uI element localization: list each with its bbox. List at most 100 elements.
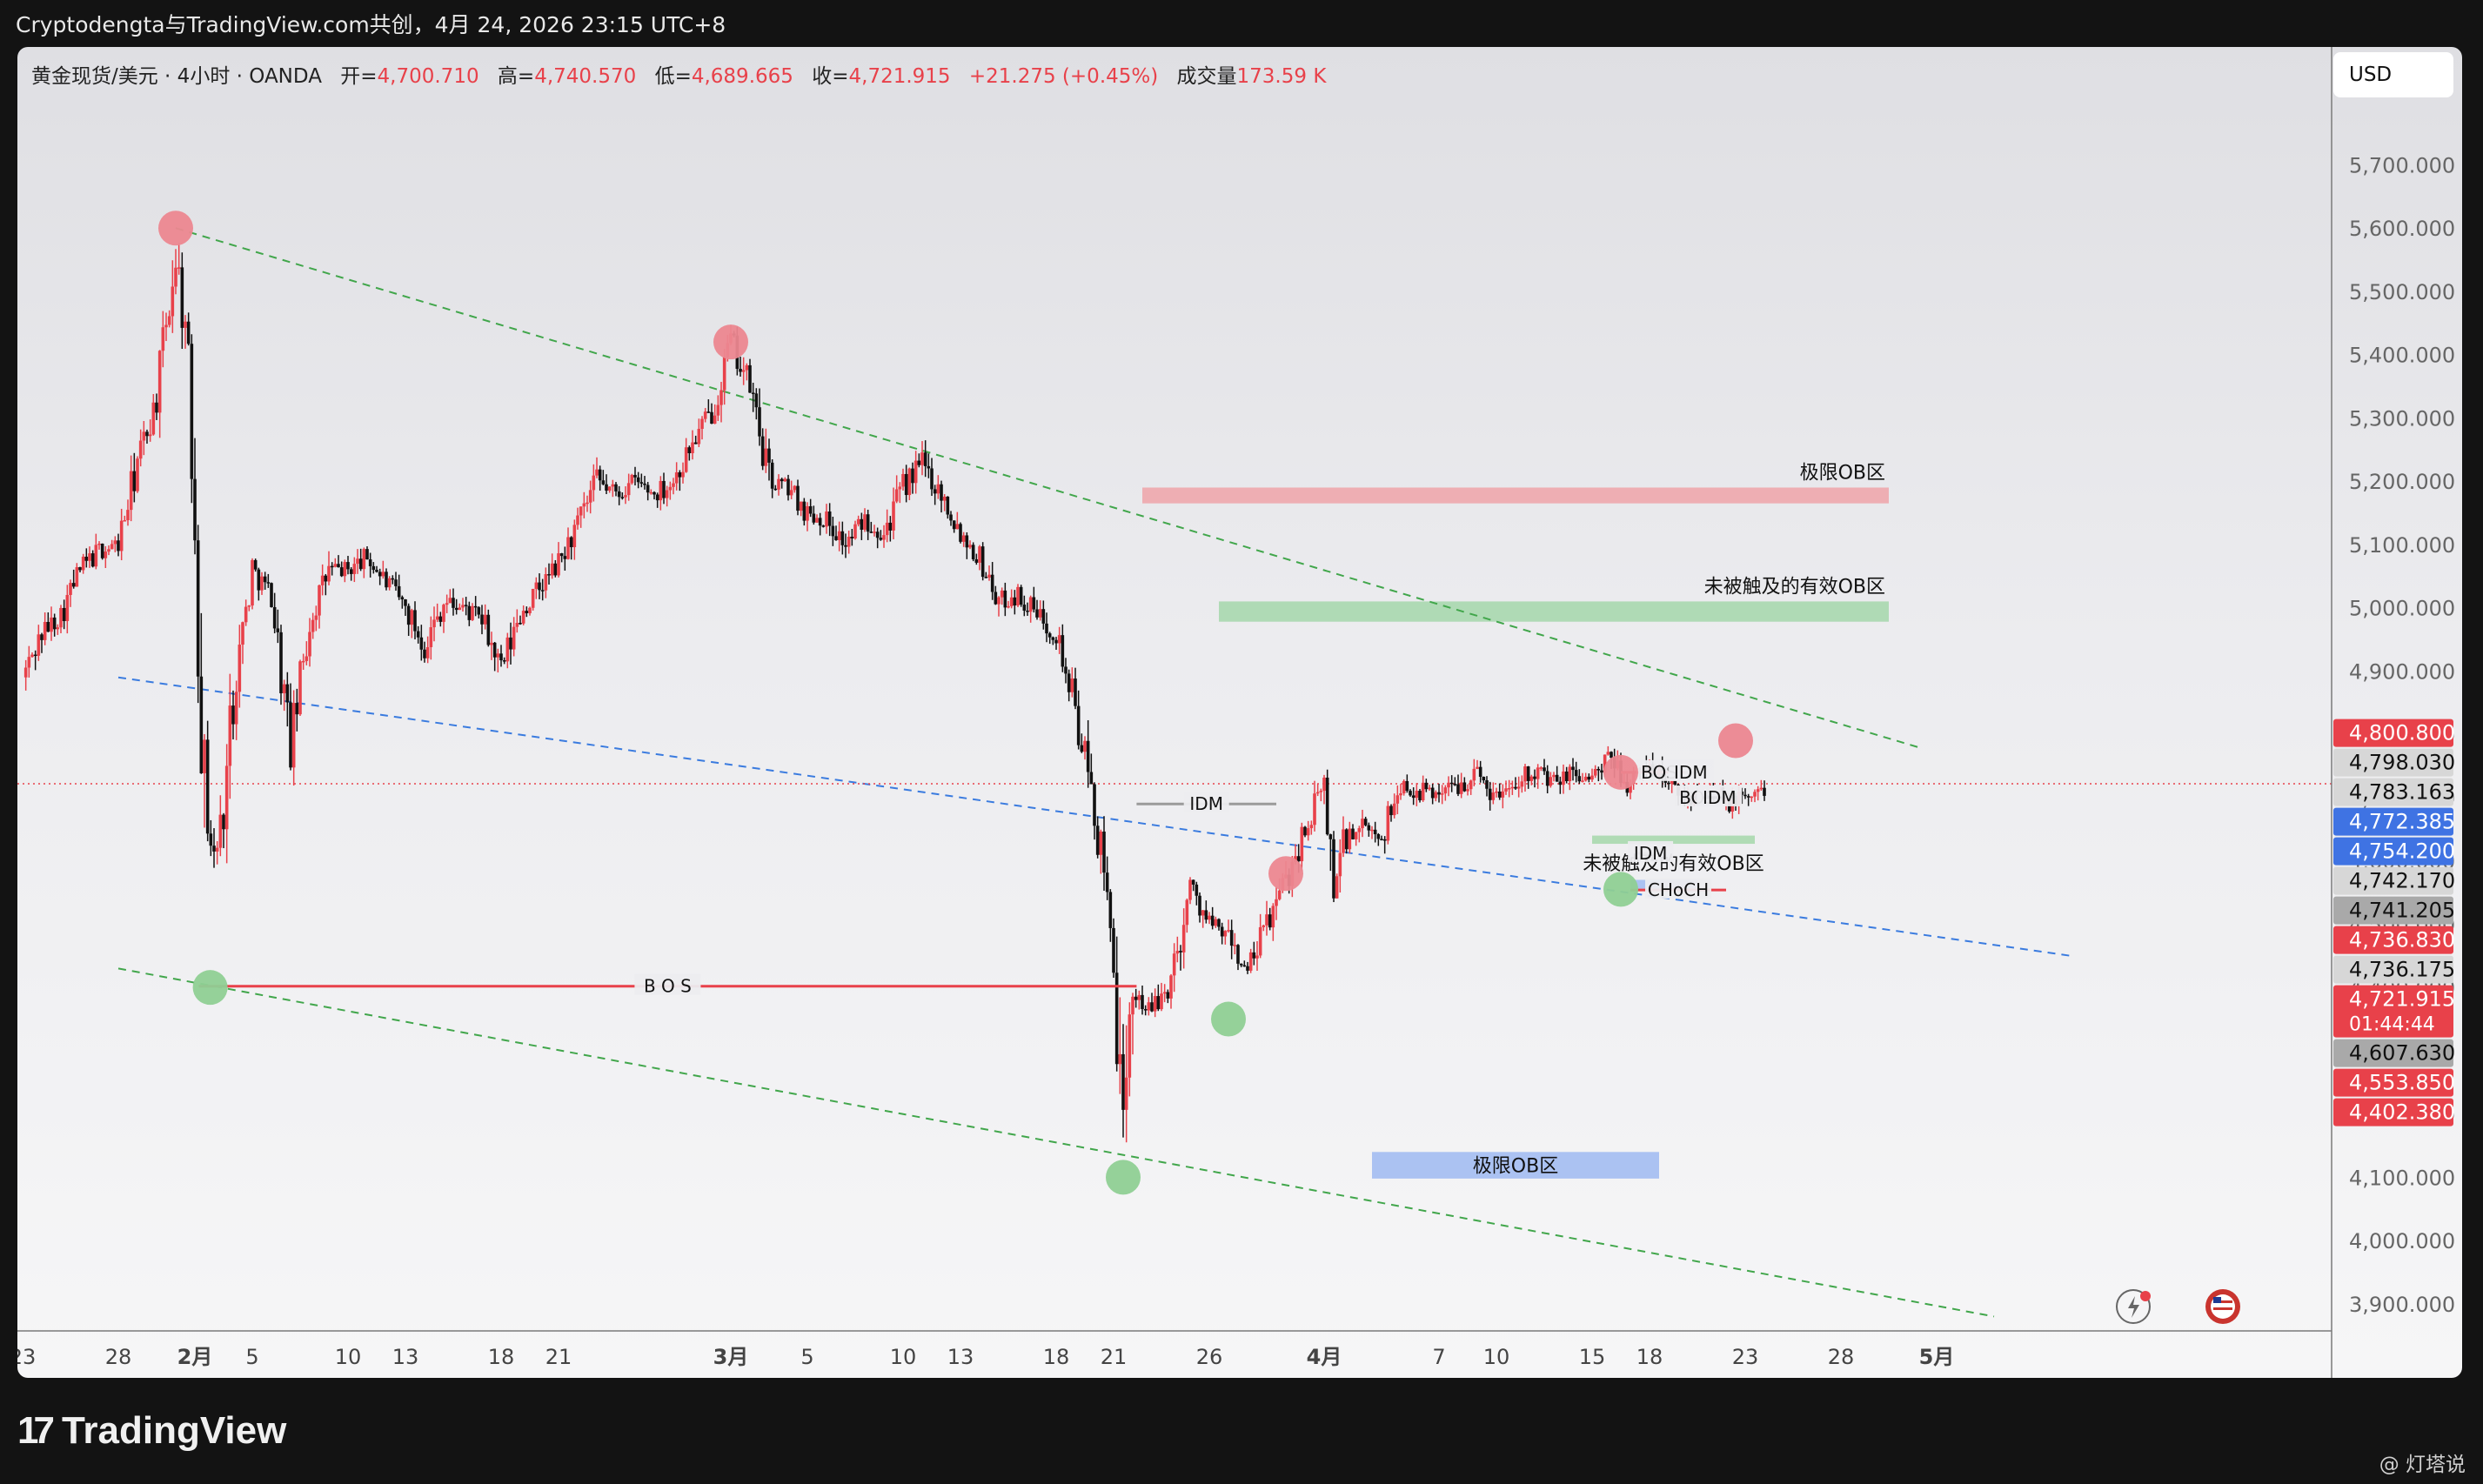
time-tick-label: 15: [1579, 1345, 1606, 1369]
price-badge: [2333, 748, 2453, 777]
candle-body: [901, 473, 905, 487]
candle-body: [946, 496, 950, 515]
candle-body: [572, 525, 577, 548]
candle-body: [834, 536, 838, 540]
candle-body: [126, 510, 130, 521]
candle-body: [56, 627, 60, 630]
candle-body: [1549, 777, 1553, 786]
candle-body: [1562, 771, 1565, 785]
candle-body: [486, 614, 491, 645]
candle-body: [1516, 786, 1521, 789]
candle-body: [289, 702, 292, 768]
candle-body: [193, 478, 197, 541]
candle-body: [1169, 975, 1173, 999]
candle-body: [285, 684, 290, 703]
candle-body: [942, 496, 947, 501]
candle-body: [429, 627, 433, 647]
candle-body: [1083, 740, 1087, 752]
candle-body: [550, 563, 554, 576]
lightning-bolt-icon: [2128, 1296, 2139, 1318]
structure-label-bg: [1645, 878, 1711, 899]
candle-body: [1236, 945, 1240, 964]
lightning-icon: [2116, 1289, 2151, 1324]
time-tick-label: 5月: [1919, 1345, 1955, 1369]
candle-body: [151, 402, 156, 435]
price-tick-label: 4,000.000: [2349, 1229, 2455, 1253]
time-tick-label: 23: [1732, 1345, 1759, 1369]
candle-body: [576, 515, 579, 525]
price-tick-label: 4,900.000: [2349, 659, 2455, 684]
swing-low-marker: [192, 970, 228, 1006]
candle-body: [1076, 705, 1081, 745]
candle-body: [1488, 788, 1492, 800]
candle-body: [678, 471, 682, 478]
candle-body: [100, 543, 104, 558]
time-tick-label: 3月: [713, 1345, 749, 1369]
candle-body: [1223, 931, 1228, 937]
candle-body: [1603, 754, 1607, 773]
candle-body: [605, 484, 608, 491]
candle-body: [1118, 1053, 1122, 1065]
candle-body: [129, 471, 133, 511]
currency-button[interactable]: USD: [2333, 52, 2453, 97]
candle-body: [244, 606, 248, 623]
candle-body: [802, 501, 806, 521]
candle-body: [799, 501, 803, 511]
price-badge: [2333, 837, 2453, 866]
candle-body: [1357, 828, 1362, 832]
price-badge: [2333, 1039, 2453, 1067]
candle-body: [404, 599, 407, 606]
candle-body: [586, 502, 589, 505]
structure-label: IDM: [1703, 787, 1737, 808]
candle-body: [643, 483, 646, 485]
candle-body: [381, 572, 385, 577]
candle-body: [502, 660, 506, 662]
candle-body: [1629, 784, 1632, 793]
tradingview-logo[interactable]: 17 TradingView: [17, 1409, 286, 1453]
candle-body: [1061, 635, 1065, 667]
candle-body: [614, 484, 618, 491]
volume-value: 173.59 K: [1236, 65, 1327, 88]
candle-body: [145, 431, 149, 437]
candle-body: [423, 649, 426, 658]
time-tick-label: 21: [545, 1345, 572, 1369]
high-value: 4,740.570: [534, 65, 637, 88]
candle-body: [1147, 1002, 1151, 1011]
zone-label: 极限OB区: [1473, 1156, 1558, 1178]
candle-body: [224, 765, 229, 830]
candle-body: [400, 597, 405, 600]
candle-body: [519, 623, 522, 625]
price-tick-label: 5,500.000: [2349, 280, 2455, 304]
candle-body: [438, 616, 443, 622]
candle-body: [190, 344, 194, 479]
candle-body: [672, 483, 675, 487]
price-badge-label: 4,800.800: [2349, 721, 2455, 745]
candle-body: [119, 520, 124, 551]
candle-body: [1233, 945, 1237, 946]
candle-body: [1600, 770, 1603, 773]
footer-bar: 17 TradingView @ 灯塔说: [0, 1378, 2483, 1484]
candle-body: [171, 286, 175, 317]
price-badge-label: 4,772.385: [2349, 810, 2455, 834]
candle-body: [1367, 825, 1371, 831]
candle-body: [1354, 832, 1358, 839]
candle-body: [582, 503, 586, 507]
candle-body: [1201, 910, 1205, 916]
candle-body: [521, 611, 525, 624]
candle-body: [1555, 774, 1559, 782]
candle-body: [892, 501, 895, 531]
price-badge-label: 4,402.380: [2349, 1100, 2455, 1125]
candle-body: [894, 489, 899, 502]
candle-body: [1361, 819, 1364, 829]
candle-body: [33, 654, 37, 657]
candle-body: [1462, 782, 1467, 792]
candle-body: [1325, 777, 1329, 835]
candle-body: [624, 495, 627, 498]
candle-body: [301, 660, 305, 663]
chart-panel[interactable]: 黄金现货/美元 · 4小时 · OANDA 开=4,700.710 高=4,74…: [17, 47, 2462, 1378]
candle-body: [968, 545, 972, 548]
candle-body: [1074, 678, 1077, 706]
candle-body: [1026, 610, 1029, 612]
candle-body: [1590, 775, 1594, 780]
